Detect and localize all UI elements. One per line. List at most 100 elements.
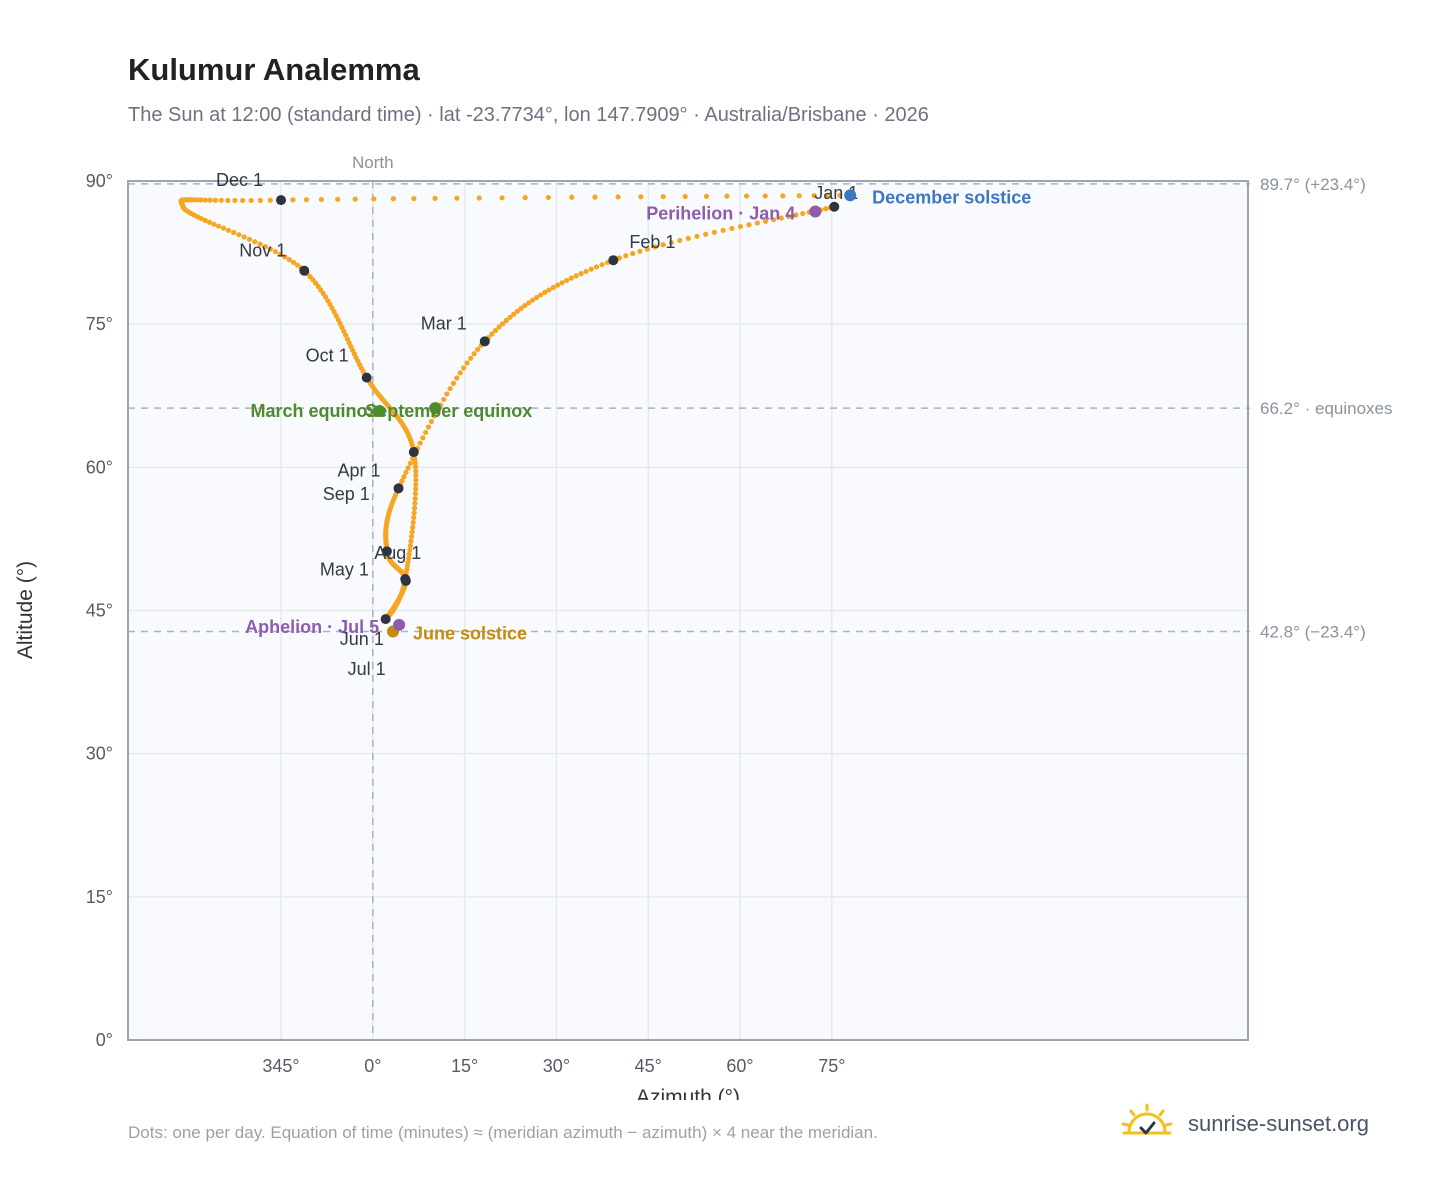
day-dot bbox=[420, 435, 426, 441]
day-dot bbox=[746, 222, 752, 228]
analemma-chart: 89.7° (+23.4°) 66.2° · equinoxes 42.8° (−2… bbox=[14, 153, 1393, 1100]
day-dot bbox=[390, 196, 396, 202]
day-dot bbox=[677, 237, 683, 244]
day-dot bbox=[811, 192, 817, 199]
event-marker bbox=[809, 205, 822, 218]
day-dot bbox=[503, 317, 509, 324]
day-dot bbox=[407, 460, 413, 466]
day-dot bbox=[593, 264, 600, 270]
day-dot bbox=[786, 213, 792, 220]
x-tick-label: 30° bbox=[543, 1056, 570, 1076]
month-marker bbox=[479, 336, 490, 347]
month-label: Aug 1 bbox=[374, 543, 421, 563]
day-dot bbox=[778, 215, 784, 221]
y-tick-label: 75° bbox=[86, 314, 113, 334]
day-dot bbox=[401, 474, 407, 480]
day-dot bbox=[432, 195, 438, 201]
x-tick-label: 75° bbox=[818, 1056, 845, 1076]
day-dot bbox=[526, 300, 532, 306]
x-tick-label: 45° bbox=[635, 1056, 662, 1076]
day-dot bbox=[514, 308, 520, 314]
day-dot bbox=[724, 193, 730, 199]
day-dot bbox=[644, 246, 650, 252]
day-dot bbox=[450, 380, 457, 386]
day-dot bbox=[592, 194, 598, 200]
day-dot bbox=[538, 292, 544, 298]
day-dot bbox=[471, 351, 477, 357]
chart-subtitle: The Sun at 12:00 (standard time) · lat -… bbox=[128, 104, 929, 126]
day-dot bbox=[220, 225, 227, 231]
month-label: Nov 1 bbox=[239, 241, 286, 261]
event-label: March equinox bbox=[251, 401, 378, 421]
day-dot bbox=[660, 242, 666, 248]
day-dot bbox=[290, 259, 297, 265]
day-dot bbox=[569, 194, 575, 200]
day-dot bbox=[413, 468, 419, 474]
day-dot bbox=[267, 246, 274, 252]
y-tick-label: 30° bbox=[86, 744, 113, 764]
day-dot bbox=[499, 195, 505, 201]
day-dot bbox=[335, 196, 341, 202]
day-dot bbox=[555, 282, 561, 288]
day-dot bbox=[411, 505, 418, 511]
day-dot bbox=[720, 227, 726, 233]
day-dot bbox=[405, 465, 411, 471]
event-label: Perihelion · Jan 4 bbox=[646, 204, 795, 224]
day-dot bbox=[413, 472, 419, 479]
day-dot bbox=[267, 197, 273, 203]
month-marker bbox=[829, 201, 840, 212]
month-marker bbox=[380, 614, 391, 625]
day-dot bbox=[737, 223, 744, 230]
day-dot bbox=[489, 331, 495, 337]
day-dot bbox=[412, 495, 418, 502]
day-dot bbox=[410, 524, 416, 530]
day-dot bbox=[630, 250, 636, 257]
day-dot bbox=[492, 327, 499, 334]
month-marker bbox=[299, 265, 310, 276]
month-label: Feb 1 bbox=[629, 232, 675, 252]
y-axis-title: Altitude (°) bbox=[14, 561, 37, 659]
day-dot bbox=[277, 251, 283, 257]
day-dot bbox=[410, 519, 416, 526]
day-dot bbox=[286, 256, 292, 263]
day-dot bbox=[225, 197, 231, 203]
day-dot bbox=[417, 440, 423, 446]
y-tick-label: 90° bbox=[86, 171, 113, 191]
day-dot bbox=[564, 277, 570, 284]
day-dot bbox=[252, 239, 258, 245]
event-marker bbox=[373, 405, 386, 418]
day-dot bbox=[318, 196, 324, 203]
day-dot bbox=[729, 225, 735, 232]
reference-line-label: 66.2° · equinoxes bbox=[1260, 399, 1393, 418]
day-dot bbox=[780, 193, 786, 199]
day-dot bbox=[507, 314, 513, 320]
month-label: Oct 1 bbox=[306, 346, 349, 366]
day-dot bbox=[236, 232, 242, 238]
day-dot bbox=[770, 217, 777, 223]
day-dot bbox=[412, 460, 418, 466]
month-label: Apr 1 bbox=[337, 460, 380, 480]
day-dot bbox=[412, 491, 419, 497]
day-dot bbox=[399, 478, 405, 484]
day-dot bbox=[545, 194, 552, 201]
day-dot bbox=[371, 196, 377, 202]
y-tick-label: 15° bbox=[86, 887, 113, 907]
day-dot bbox=[331, 309, 337, 315]
day-dot bbox=[202, 217, 208, 223]
day-dot bbox=[530, 297, 536, 303]
brand-logo[interactable]: sunrise-sunset.org bbox=[1120, 1102, 1369, 1146]
day-dot bbox=[202, 197, 208, 203]
event-marker bbox=[393, 618, 406, 631]
event-label: December solstice bbox=[872, 187, 1031, 207]
day-dot bbox=[257, 197, 263, 203]
day-dot bbox=[823, 206, 829, 212]
day-dot bbox=[262, 243, 268, 250]
day-dot bbox=[428, 418, 434, 425]
event-label: June solstice bbox=[413, 623, 527, 643]
day-dot bbox=[583, 268, 589, 274]
day-dot bbox=[198, 197, 204, 203]
day-dot bbox=[240, 197, 246, 204]
day-dot bbox=[668, 239, 674, 246]
plot-frame bbox=[127, 180, 1249, 1041]
day-dot bbox=[441, 396, 447, 403]
